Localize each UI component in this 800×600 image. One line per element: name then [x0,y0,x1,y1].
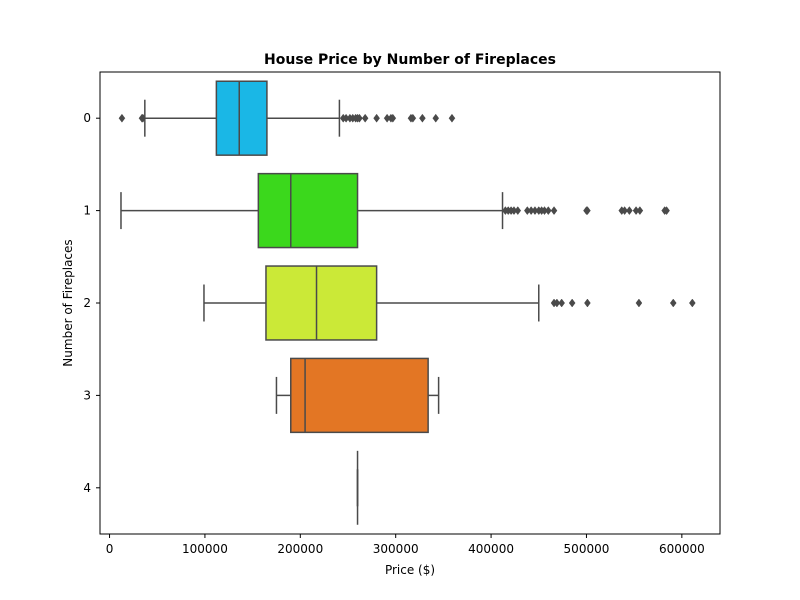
x-tick-label: 300000 [373,542,419,556]
y-tick-label: 4 [83,481,91,495]
outlier-point [669,298,677,308]
outlier-point [621,206,628,216]
outlier-point [432,113,440,123]
x-tick-label: 500000 [564,542,610,556]
y-tick-label: 2 [83,296,91,310]
outlier-point [550,206,558,216]
outlier-point [635,298,643,308]
outlier-point [373,113,380,123]
outlier-point [118,113,126,123]
x-tick-label: 0 [106,542,114,556]
chart-title: House Price by Number of Fireplaces [264,52,556,68]
outlier-point [389,113,397,123]
box-iqr [215,80,268,156]
outlier-point [544,206,552,216]
outlier-point [553,298,561,308]
outlier-point [558,298,565,308]
outlier-point [626,206,633,216]
y-axis: 0 1 2 3 4 [83,111,100,495]
outlier-point [139,113,147,123]
outlier-point [636,206,644,216]
box-group-3 [275,357,440,434]
outlier-point [514,206,522,216]
x-axis-label: Price ($) [385,563,435,577]
outlier-point [663,206,670,216]
box-iqr [290,357,429,434]
outlier-point [356,113,363,123]
outlier-point [419,113,426,123]
box-iqr [265,265,378,341]
box-group-1 [120,172,670,249]
x-tick-label: 400000 [468,542,514,556]
outlier-point [448,113,456,123]
x-tick-label: 200000 [277,542,323,556]
box-iqr [257,172,359,249]
y-tick-label: 3 [83,388,91,402]
y-tick-label: 1 [83,204,91,218]
outlier-point [361,113,369,123]
outlier-point [689,298,696,308]
outlier-point [409,113,417,123]
x-tick-label: 100000 [182,542,228,556]
outlier-point [584,206,591,216]
x-axis: 0 100000 200000 300000 400000 500000 600000 [106,534,705,556]
box-group-0 [118,80,456,156]
outlier-point [568,298,576,308]
x-tick-label: 600000 [659,542,705,556]
plot-area [118,80,696,525]
outlier-point [584,298,591,308]
box-group-2 [203,265,696,341]
y-tick-label: 0 [83,111,91,125]
y-axis-label: Number of Fireplaces [61,239,75,366]
